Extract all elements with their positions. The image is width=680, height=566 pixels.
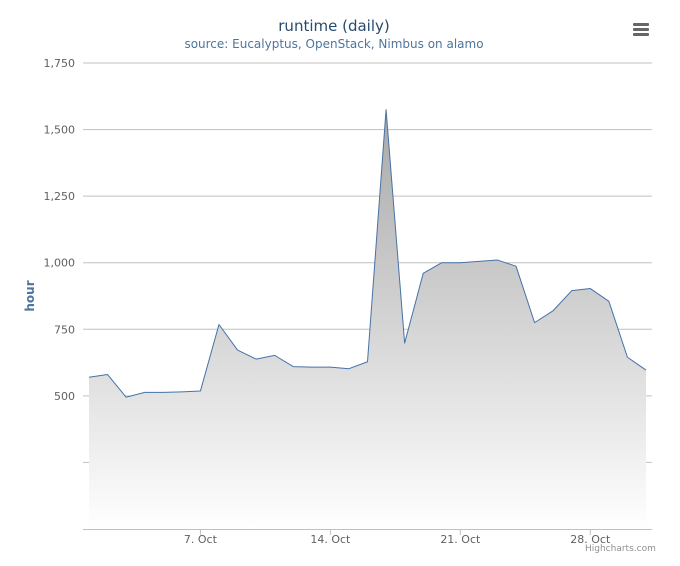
y-tick-label: 1,500	[44, 124, 76, 137]
y-tick-label: 1,250	[44, 190, 76, 203]
series-line	[88, 109, 647, 398]
export-menu-button[interactable]	[624, 14, 658, 44]
chart-subtitle: source: Eucalyptus, OpenStack, Nimbus on…	[184, 37, 484, 51]
x-tick-label: 21. Oct	[440, 533, 481, 546]
y-axis-title: hour	[23, 280, 37, 311]
y-tick-label: 1,750	[44, 57, 76, 70]
y-tick-label: 500	[54, 390, 75, 403]
series-area	[89, 109, 646, 529]
x-tick-label: 7. Oct	[184, 533, 218, 546]
y-tick-label: 1,000	[44, 257, 76, 270]
credits-link[interactable]: Highcharts.com	[585, 544, 656, 554]
chart-title: runtime (daily)	[278, 17, 390, 35]
y-tick-label: 750	[54, 323, 75, 336]
x-tick-label: 14. Oct	[310, 533, 351, 546]
